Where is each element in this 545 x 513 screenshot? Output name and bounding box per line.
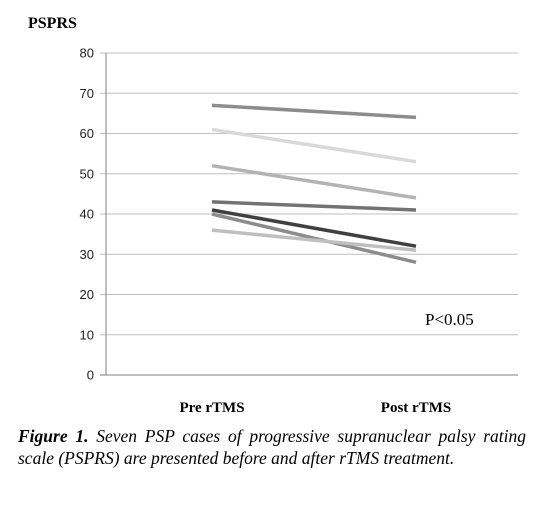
series-line-6 (211, 212, 417, 265)
caption-label: Figure 1. (18, 426, 89, 446)
figure-caption: Figure 1. Seven PSP cases of progressive… (18, 425, 526, 469)
gridlines (100, 52, 518, 376)
x-category-labels: Pre rTMS Post rTMS (179, 400, 451, 416)
y-tick-label: 80 (80, 46, 94, 61)
caption-text: Seven PSP cases of progressive supranucl… (18, 426, 526, 468)
y-tick-label: 40 (80, 207, 94, 222)
y-tick-labels: 0 10 20 30 40 50 60 70 80 (80, 46, 94, 383)
series-line-7 (211, 228, 417, 252)
series-line-3 (211, 163, 417, 200)
y-tick-label: 10 (80, 327, 94, 342)
series-lines (211, 103, 417, 265)
chart: PSPRS 0 10 20 30 40 50 60 70 80 Pre rTMS Post rTM… (28, 15, 518, 416)
y-tick-label: 20 (80, 287, 94, 302)
y-tick-label: 30 (80, 247, 94, 262)
series-line-1 (211, 103, 417, 120)
series-line-2 (211, 127, 417, 164)
x-category-label: Pre rTMS (179, 400, 244, 416)
p-value-annotation: P<0.05 (425, 310, 474, 329)
series-line-5 (211, 208, 417, 248)
y-axis-label: PSPRS (28, 15, 77, 32)
y-tick-label: 50 (80, 166, 94, 181)
y-tick-label: 60 (80, 126, 94, 141)
y-tick-label: 0 (87, 368, 94, 383)
series-line-4 (211, 200, 417, 212)
y-tick-label: 70 (80, 86, 94, 101)
x-category-label: Post rTMS (381, 400, 451, 416)
